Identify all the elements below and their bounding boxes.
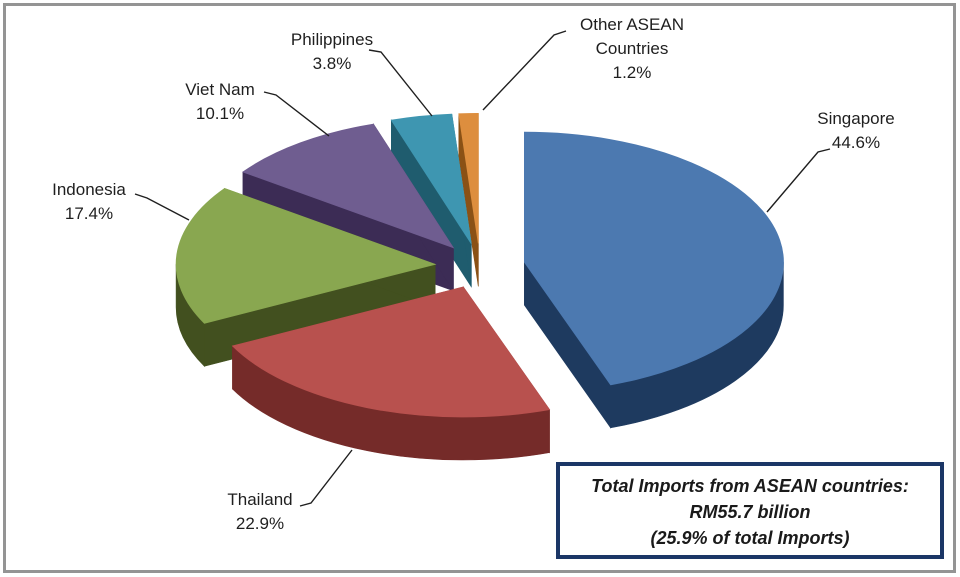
slice-pct: 10.1% <box>195 104 245 123</box>
label-philippines: Philippines 3.8% <box>277 28 387 76</box>
label-viet-nam: Viet Nam 10.1% <box>165 78 275 126</box>
label-indonesia: Indonesia 17.4% <box>34 178 144 226</box>
slice-name: Indonesia <box>52 180 126 199</box>
slice-name: Philippines <box>290 30 374 49</box>
slice-top-face <box>390 113 472 245</box>
slice-pct: 3.8% <box>312 54 352 73</box>
leader-line-viet-nam <box>263 91 330 137</box>
leader-line-other-asean-countries <box>482 30 567 111</box>
slice-name: Singapore <box>817 109 895 128</box>
leader-line-singapore <box>766 148 831 213</box>
slice-pct: 17.4% <box>64 204 114 223</box>
pie-slice-thailand <box>231 286 551 461</box>
leader-line-philippines <box>368 49 433 117</box>
label-thailand: Thailand 22.9% <box>205 488 315 536</box>
label-singapore: Singapore 44.6% <box>800 107 912 155</box>
slice-top-face <box>458 112 479 244</box>
leader-lines <box>134 30 831 507</box>
slice-top-face <box>242 123 455 249</box>
slice-pct: 22.9% <box>235 514 285 533</box>
pie-slice-other-asean-countries <box>458 112 479 287</box>
leader-line-thailand <box>299 449 353 507</box>
pie-slice-indonesia <box>175 188 437 368</box>
slice-pct: 1.2% <box>612 63 652 82</box>
note-line-3: (25.9% of total Imports) <box>650 528 850 548</box>
slice-top-face <box>524 131 784 386</box>
label-other-asean-countries: Other ASEAN Countries 1.2% <box>567 13 697 85</box>
slice-top-face <box>175 188 437 324</box>
slice-name: Viet Nam <box>185 80 255 99</box>
pie-slice-singapore <box>524 131 784 429</box>
slice-top-face <box>231 286 551 418</box>
slice-pct: 44.6% <box>831 133 881 152</box>
slice-name: Other ASEAN Countries <box>580 15 684 58</box>
total-imports-note: Total Imports from ASEAN countries: RM55… <box>556 462 944 559</box>
note-line-2: RM55.7 billion <box>689 502 811 522</box>
note-line-1: Total Imports from ASEAN countries: <box>591 476 909 496</box>
slice-name: Thailand <box>227 490 293 509</box>
leader-line-indonesia <box>134 193 190 221</box>
